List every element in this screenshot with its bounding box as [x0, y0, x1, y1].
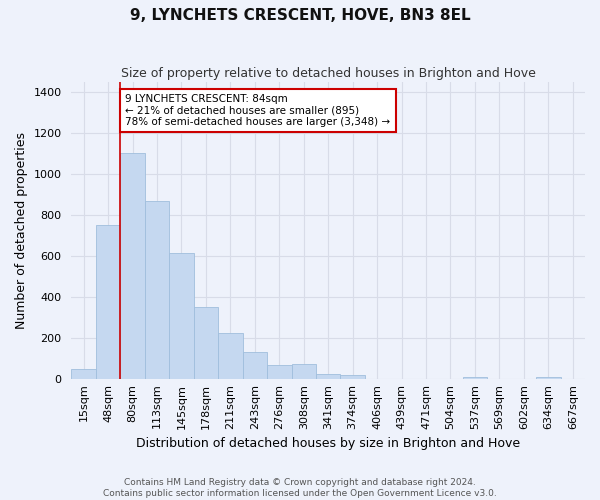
- X-axis label: Distribution of detached houses by size in Brighton and Hove: Distribution of detached houses by size …: [136, 437, 520, 450]
- Bar: [121, 154, 145, 379]
- Text: 9, LYNCHETS CRESCENT, HOVE, BN3 8EL: 9, LYNCHETS CRESCENT, HOVE, BN3 8EL: [130, 8, 470, 22]
- Text: Contains HM Land Registry data © Crown copyright and database right 2024.
Contai: Contains HM Land Registry data © Crown c…: [103, 478, 497, 498]
- Text: 9 LYNCHETS CRESCENT: 84sqm
← 21% of detached houses are smaller (895)
78% of sem: 9 LYNCHETS CRESCENT: 84sqm ← 21% of deta…: [125, 94, 391, 127]
- Bar: [242, 352, 267, 379]
- Bar: [292, 364, 316, 379]
- Title: Size of property relative to detached houses in Brighton and Hove: Size of property relative to detached ho…: [121, 68, 536, 80]
- Bar: [96, 225, 121, 379]
- Bar: [267, 366, 292, 379]
- Bar: [169, 253, 194, 379]
- Bar: [340, 374, 365, 379]
- Bar: [218, 332, 242, 379]
- Bar: [463, 377, 487, 379]
- Bar: [145, 200, 169, 379]
- Bar: [71, 368, 96, 379]
- Bar: [316, 374, 340, 379]
- Bar: [536, 377, 560, 379]
- Bar: [194, 307, 218, 379]
- Y-axis label: Number of detached properties: Number of detached properties: [15, 132, 28, 328]
